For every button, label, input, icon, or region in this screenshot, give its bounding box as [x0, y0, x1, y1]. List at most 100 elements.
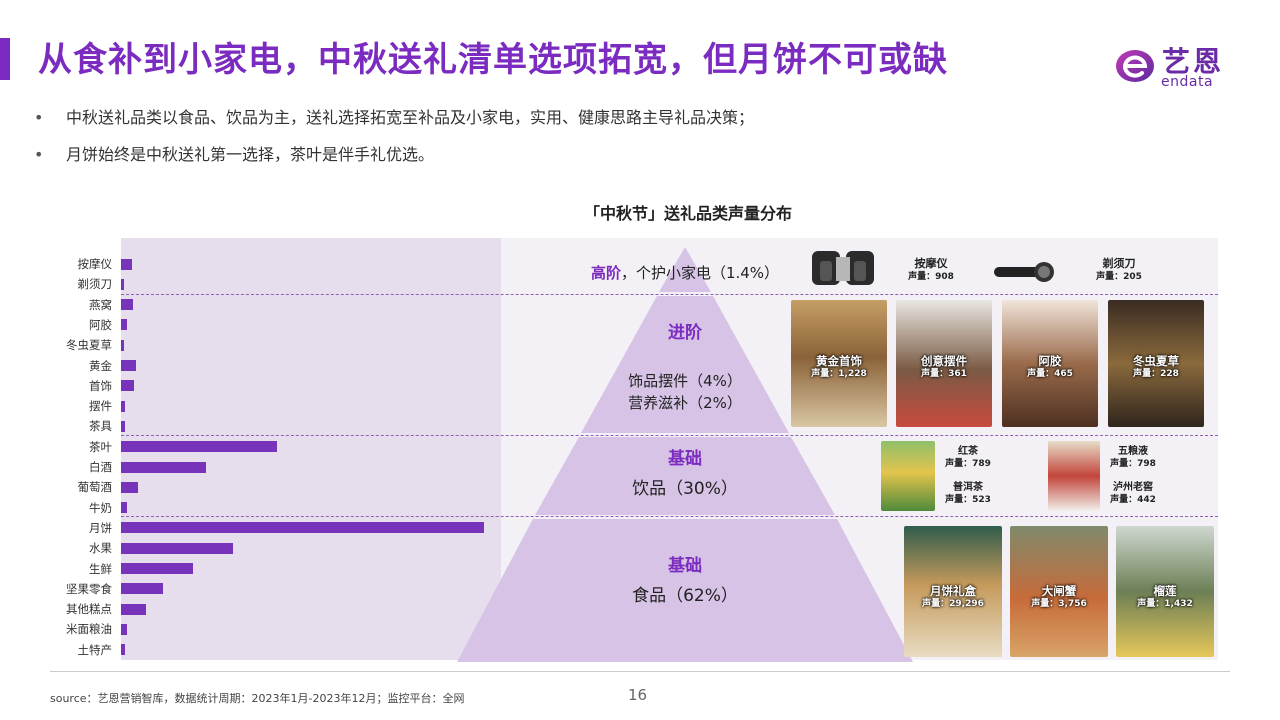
category-label: 牛奶: [89, 500, 112, 515]
bar-7: [121, 400, 126, 412]
massager-image: [806, 245, 884, 291]
product-volume: 声量：465: [1027, 369, 1073, 379]
bar-9: [121, 441, 278, 453]
bar-17: [121, 603, 146, 615]
footer-divider: [50, 671, 1230, 672]
logo-english-text: endata: [1161, 74, 1214, 90]
product-volume: 声量：205: [1096, 272, 1142, 282]
category-label: 首饰: [89, 378, 112, 393]
ejiao-image: 阿胶 声量：465: [1002, 300, 1098, 427]
category-label: 燕窝: [89, 297, 112, 312]
tier-level: 基础: [668, 449, 702, 469]
product-volume: 声量：442: [1110, 495, 1156, 505]
bar-2: [121, 299, 134, 311]
tier-level: 进阶: [668, 323, 702, 343]
category-label: 其他糕点: [66, 602, 112, 617]
bar-0: [121, 258, 133, 270]
product-volume: 声量：29,296: [922, 599, 984, 609]
liquor-image: [1048, 441, 1100, 511]
logo-chinese-text: 艺恩: [1162, 45, 1225, 78]
tier-level: 高阶: [590, 264, 621, 282]
product-name: 红茶: [958, 446, 978, 457]
wuliangye-label: 五粮液 声量：798: [1108, 446, 1158, 470]
product-name: 创意摆件: [921, 354, 967, 368]
durian-image: 榴莲 声量：1,432: [1116, 526, 1214, 657]
tier-label-mid: 进阶 饰品摆件（4%） 营养滋补（2%）: [585, 318, 785, 414]
source-note: source：艺恩营销智库，数据统计周期：2023年1月-2023年12月；监控…: [50, 692, 465, 705]
chart-title: 「中秋节」送礼品类声量分布: [583, 204, 792, 223]
product-caption: 大闸蟹 声量：3,756: [1010, 584, 1108, 610]
category-label: 米面粮油: [66, 622, 112, 637]
ornament-image: 创意摆件 声量：361: [896, 300, 992, 427]
product-name: 剃须刀: [1102, 257, 1136, 270]
tier-category: 营养滋补（2%）: [628, 394, 742, 412]
product-caption: 创意摆件 声量：361: [896, 354, 992, 380]
category-label: 坚果零食: [66, 581, 112, 596]
black-tea-label: 红茶 声量：789: [944, 446, 992, 470]
product-name: 泸州老窖: [1113, 482, 1153, 493]
product-name: 月饼礼盒: [930, 584, 976, 598]
massager-label: 按摩仪 声量：908: [906, 258, 956, 283]
bullet-item: 中秋送礼品类以食品、饮品为主，送礼选择拓宽至补品及小家电，实用、健康思路主导礼品…: [34, 106, 754, 143]
product-name: 冬虫夏草: [1133, 354, 1179, 368]
tier-category: ，个护小家电（1.4%）: [620, 264, 780, 282]
bar-19: [121, 644, 126, 656]
category-label: 剃须刀: [77, 277, 113, 292]
tea-image: [881, 441, 935, 511]
category-label: 茶叶: [89, 439, 112, 454]
bar-6: [121, 380, 134, 392]
category-label: 黄金: [89, 358, 112, 373]
luzhou-label: 泸州老窖 声量：442: [1108, 482, 1158, 506]
shaver-image: [990, 258, 1060, 284]
bar-13: [121, 522, 484, 534]
tier-category: 食品（62%）: [632, 586, 738, 606]
category-label: 水果: [89, 541, 112, 556]
product-volume: 声量：228: [1133, 369, 1179, 379]
bar-3: [121, 319, 127, 331]
category-label: 茶具: [89, 419, 112, 434]
page-title: 从食补到小家电，中秋送礼清单选项拓宽，但月饼不可或缺: [38, 40, 948, 80]
pyramid-tier-drink: [535, 437, 835, 515]
product-name: 阿胶: [1038, 354, 1062, 368]
summary-bullets: 中秋送礼品类以食品、饮品为主，送礼选择拓宽至补品及小家电，实用、健康思路主导礼品…: [34, 106, 754, 180]
bullet-item: 月饼始终是中秋送礼第一选择，茶叶是伴手礼优选。: [34, 143, 754, 180]
bar-15: [121, 563, 193, 574]
category-label: 月饼: [89, 520, 112, 535]
product-name: 普洱茶: [953, 482, 983, 493]
tier-label-top: 高阶，个护小家电（1.4%）: [560, 262, 810, 283]
category-label: 冬虫夏草: [66, 338, 112, 353]
product-volume: 声量：523: [945, 495, 991, 505]
tier-label-food: 基础 食品（62%）: [585, 551, 785, 606]
gold-jewelry-image: 黄金首饰 声量：1,228: [791, 300, 887, 427]
product-volume: 声量：1,432: [1137, 599, 1193, 609]
bar-18: [121, 623, 127, 635]
category-label: 葡萄酒: [77, 480, 113, 495]
product-caption: 冬虫夏草 声量：228: [1108, 354, 1204, 380]
bar-5: [121, 360, 137, 371]
group-separator: [121, 516, 1218, 517]
product-caption: 阿胶 声量：465: [1002, 354, 1098, 380]
puer-tea-label: 普洱茶 声量：523: [944, 482, 992, 506]
category-label: 阿胶: [89, 317, 112, 332]
bar-12: [121, 502, 127, 514]
product-volume: 声量：908: [908, 272, 954, 282]
tier-level: 基础: [668, 556, 702, 576]
bar-8: [121, 420, 125, 432]
product-name: 黄金首饰: [816, 354, 862, 368]
page-number: 16: [628, 686, 648, 704]
bar-11: [121, 481, 138, 493]
bar-4: [121, 339, 124, 351]
shaver-label: 剃须刀 声量：205: [1094, 258, 1144, 283]
bar-10: [121, 461, 207, 473]
product-name: 按摩仪: [914, 257, 948, 270]
tier-label-drink: 基础 饮品（30%）: [585, 444, 785, 499]
product-volume: 声量：361: [921, 369, 967, 379]
product-caption: 黄金首饰 声量：1,228: [791, 354, 887, 380]
category-label: 土特产: [77, 642, 113, 657]
group-separator: [121, 435, 1218, 436]
bar-1: [121, 278, 124, 290]
category-label: 按摩仪: [77, 257, 113, 271]
product-volume: 声量：1,228: [811, 369, 867, 379]
pyramid-tier-food: [457, 519, 913, 662]
